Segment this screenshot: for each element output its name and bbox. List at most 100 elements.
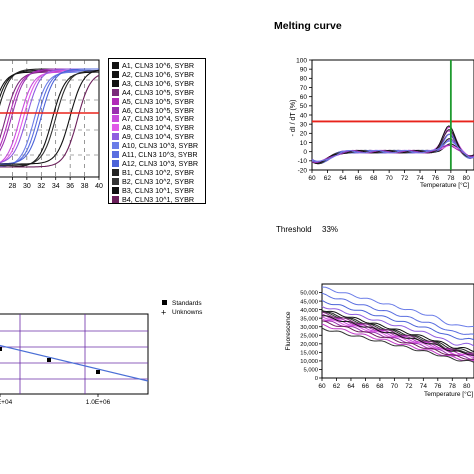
standard-curve-plot: 1.0E+04 1.0E+06 Standards + Unknowns — [0, 300, 203, 406]
melting-curves — [311, 125, 474, 165]
melt-y-tick-label: -10 — [298, 158, 308, 165]
fl-x-tick-label: 62 — [333, 383, 341, 390]
fl-x-tick-label: 68 — [376, 383, 384, 390]
melt-y-tick-label: 20 — [300, 131, 308, 138]
amplification-curves — [0, 68, 100, 168]
fluorescence-curve — [321, 305, 474, 347]
legend-label: A4, CLN3 10^5, SYBR — [122, 87, 195, 97]
amp-x-tick-label: 38 — [81, 183, 89, 190]
legend-label: A6, CLN3 10^5, SYBR — [122, 105, 195, 115]
fl-y-tick-label: 20,000 — [300, 342, 318, 348]
legend-label: A9, CLN3 10^4, SYBR — [122, 132, 195, 142]
fl-x-tick-label: 74 — [420, 383, 428, 390]
legend-swatch-icon — [112, 70, 119, 78]
melt-y-tick-label: 60 — [300, 94, 308, 101]
legend-label: B3, CLN3 10^1, SYBR — [122, 185, 195, 195]
legend-item: A12, CLN3 10^3, SYBR — [112, 159, 198, 169]
legend-label: A10, CLN3 10^3, SYBR — [122, 141, 199, 151]
melt-y-tick-label: -20 — [298, 167, 308, 174]
fluorescence-curve — [321, 310, 474, 353]
melt-x-tick-label: 68 — [370, 175, 378, 182]
standard-regression-line — [0, 344, 149, 382]
legend-item: B4, CLN3 10^1, SYBR — [112, 195, 194, 205]
legend-swatch-icon — [112, 177, 119, 185]
legend-swatch-icon — [112, 186, 119, 194]
melt-y-tick-label: 30 — [300, 121, 308, 128]
legend-item: A5, CLN3 10^5, SYBR — [112, 97, 194, 107]
amp-x-tick-label: 34 — [52, 183, 60, 190]
fluorescence-curves — [321, 286, 474, 363]
amp-curve — [0, 69, 100, 165]
legend-label: A7, CLN3 10^4, SYBR — [122, 114, 195, 124]
legend-swatch-icon — [112, 124, 119, 132]
legend-swatch-icon — [112, 133, 119, 141]
melt-y-tick-label: 50 — [300, 103, 308, 110]
legend-item: B3, CLN3 10^1, SYBR — [112, 186, 194, 196]
fluorescence-curve — [321, 327, 474, 363]
fl-x-tick-label: 70 — [391, 383, 399, 390]
amp-x-tick-label: 36 — [66, 183, 74, 190]
fluorescence-curve — [321, 315, 474, 356]
legend-swatch-icon — [112, 88, 119, 96]
fluorescence-curve — [321, 320, 474, 360]
legend-item: A3, CLN3 10^6, SYBR — [112, 79, 194, 89]
legend-label: B2, CLN3 10^2, SYBR — [122, 176, 195, 186]
fluorescence-curve — [322, 286, 474, 328]
standards-legend-label: Standards — [172, 300, 202, 307]
legend-swatch-icon — [112, 115, 119, 123]
melting-curve-title: Melting curve — [274, 20, 342, 32]
standard-plot-frame — [0, 313, 149, 395]
melt-x-tick-label: 80 — [463, 175, 471, 182]
legend-swatch-icon — [112, 195, 119, 203]
legend-swatch-icon — [112, 62, 119, 69]
fl-y-tick-label: 45,000 — [300, 299, 318, 305]
fl-y-tick-label: 50,000 — [300, 291, 318, 297]
fl-x-tick-label: 80 — [463, 383, 471, 390]
legend-swatch-icon — [112, 151, 119, 158]
fluorescence-y-axis-label: Fluorescence — [285, 311, 292, 350]
legend-swatch-icon — [112, 142, 119, 150]
legend-item: A4, CLN3 10^5, SYBR — [112, 88, 194, 98]
unknowns-legend-label: Unknowns — [172, 309, 203, 316]
standards-marker-icon — [162, 300, 167, 305]
fluorescence-x-axis-label: Temperature [°C] — [424, 390, 473, 398]
legend-item: A11, CLN3 10^3, SYBR — [112, 150, 198, 160]
amp-x-tick-label: 30 — [23, 183, 31, 190]
unknowns-marker-icon: + — [161, 308, 166, 318]
fluorescence-curve — [321, 311, 474, 354]
standard-point — [47, 358, 51, 362]
legend-label: B4, CLN3 10^1, SYBR — [122, 194, 195, 204]
legend-label: A11, CLN3 10^3, SYBR — [122, 150, 198, 159]
legend-label: A5, CLN3 10^5, SYBR — [122, 96, 195, 106]
amplification-x-ticks: 28 30 32 34 36 38 40 — [9, 177, 103, 190]
fluorescence-curve — [321, 323, 474, 362]
threshold-label: Threshold — [276, 225, 312, 234]
fl-y-tick-label: 35,000 — [300, 316, 318, 322]
fl-y-tick-label: 25,000 — [300, 333, 318, 339]
legend-label: A2, CLN3 10^6, SYBR — [122, 69, 195, 79]
std-x-tick-label: 1.0E+06 — [86, 399, 111, 406]
melt-x-tick-label: 64 — [339, 175, 347, 182]
legend-item: A10, CLN3 10^3, SYBR — [112, 141, 198, 151]
fl-y-tick-label: 40,000 — [300, 308, 318, 314]
legend-swatch-icon — [112, 168, 119, 176]
legend-item: A9, CLN3 10^4, SYBR — [112, 132, 194, 142]
melt-x-tick-label: 62 — [324, 175, 332, 182]
fluorescence-x-ticks: 60 62 64 66 68 70 72 74 76 78 80 — [318, 378, 471, 390]
legend-label: B1, CLN3 10^2, SYBR — [122, 167, 195, 177]
legend-label: A1, CLN3 10^6, SYBR — [122, 61, 195, 70]
standard-point — [96, 370, 100, 374]
melting-x-axis-label: Temperature [°C] — [420, 181, 469, 189]
melt-curve — [311, 128, 474, 165]
legend-swatch-icon — [112, 97, 119, 105]
fluorescence-curve — [321, 318, 474, 359]
amp-curve — [0, 68, 99, 165]
legend-label: A8, CLN3 10^4, SYBR — [122, 123, 195, 133]
fluorescence-y-ticks: 50,000 45,000 40,000 35,000 30,000 25,000 20,0… — [300, 291, 322, 382]
fl-x-tick-label: 72 — [405, 383, 413, 390]
amp-x-tick-label: 40 — [95, 183, 103, 190]
melt-x-tick-label: 66 — [355, 175, 363, 182]
melting-y-axis-label: - dI / dT (%) — [290, 100, 297, 137]
fluorescence-curve — [321, 292, 474, 335]
amplification-plot-frame — [0, 59, 100, 178]
